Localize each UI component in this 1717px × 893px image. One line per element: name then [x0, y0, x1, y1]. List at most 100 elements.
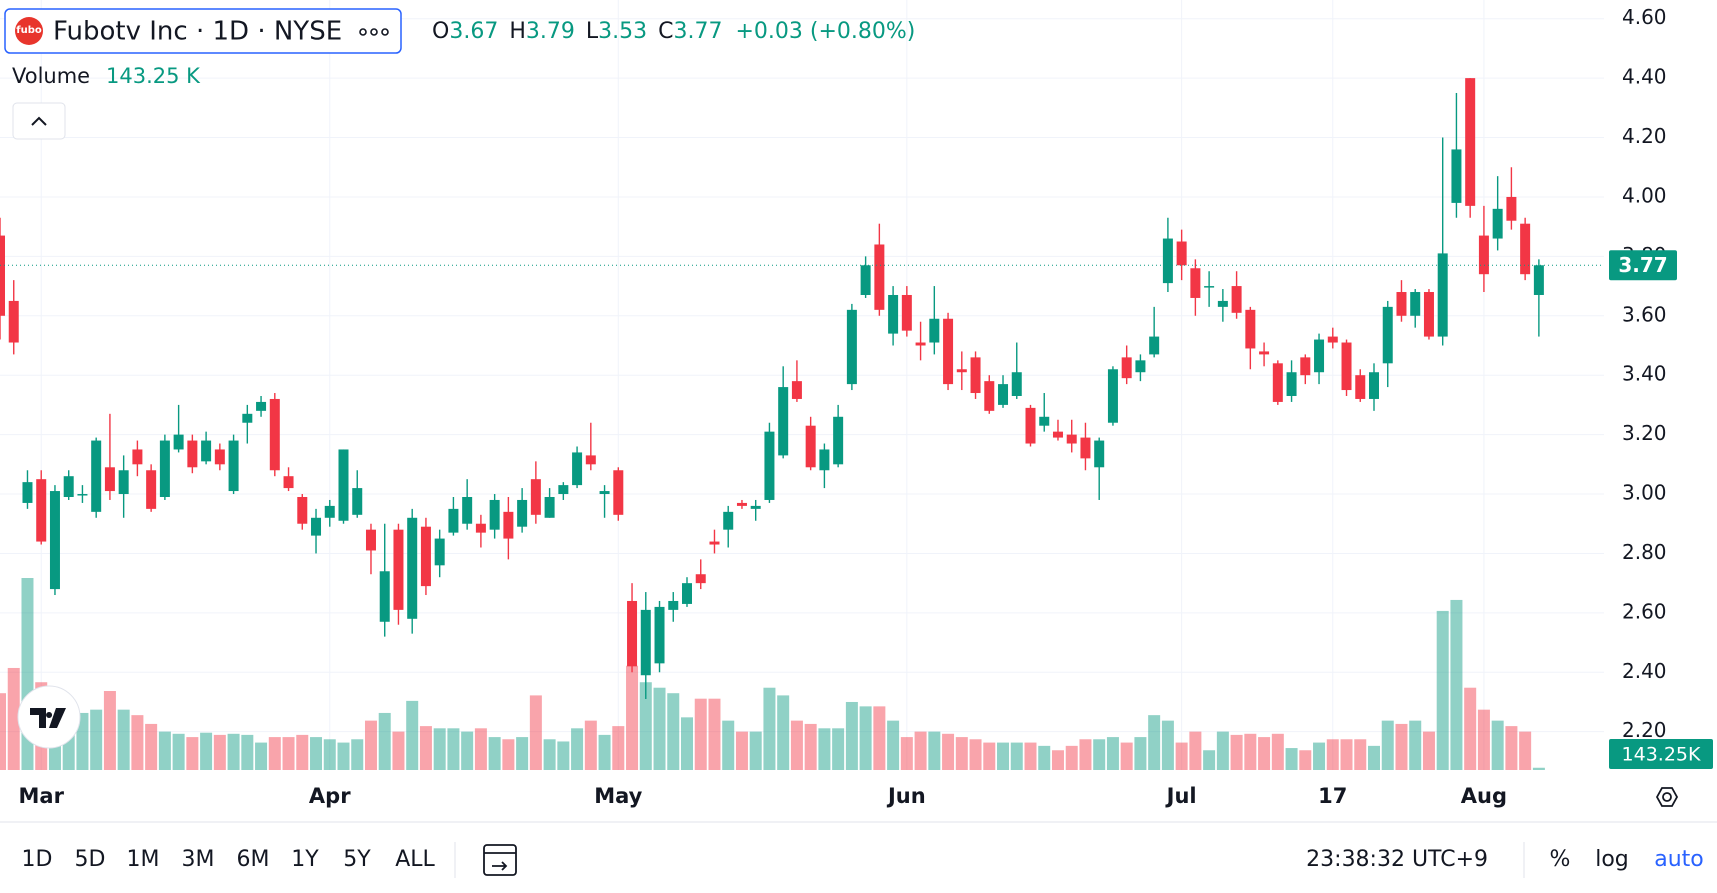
volume-bar: [351, 739, 364, 770]
y-tick-label: 4.00: [1622, 183, 1667, 207]
auto-button[interactable]: auto: [1654, 847, 1704, 872]
volume-bar: [681, 717, 693, 770]
candle-body: [1410, 292, 1421, 316]
candle-body: [1341, 342, 1352, 391]
clock: 23:38:32 UTC+9: [1306, 847, 1488, 872]
symbol-box[interactable]: [4, 8, 402, 54]
candle-body: [503, 511, 514, 539]
volume-bar: [1422, 731, 1435, 770]
volume-bar: [1148, 715, 1161, 770]
candle-body: [723, 511, 734, 530]
volume-bar: [1120, 742, 1133, 770]
range-button[interactable]: 1Y: [291, 847, 319, 872]
volume-bar: [653, 687, 666, 770]
candle-body: [448, 508, 459, 533]
candle-body: [214, 449, 225, 465]
y-tick-label: 3.60: [1622, 302, 1667, 326]
candle-body: [1204, 286, 1215, 288]
volume-tag: [1609, 739, 1713, 769]
candle-body: [49, 491, 60, 590]
volume-bar: [1519, 731, 1532, 770]
candle-body: [462, 496, 473, 524]
range-button[interactable]: 1M: [127, 847, 160, 872]
volume-bar: [543, 739, 556, 770]
volume-bar: [186, 737, 199, 770]
y-tick-label: 2.40: [1622, 659, 1667, 683]
collapse-button[interactable]: [12, 102, 66, 140]
volume-bar: [1354, 739, 1367, 770]
candle-body: [104, 467, 115, 492]
y-tick-label: 3.20: [1622, 421, 1667, 445]
legend-low: 3.53: [598, 19, 647, 44]
range-button[interactable]: 3M: [182, 847, 215, 872]
candle-body: [228, 440, 239, 492]
candle-body: [1327, 336, 1338, 343]
volume-bar: [1065, 745, 1078, 770]
volume-layer: [0, 578, 1545, 770]
volume-bar: [337, 742, 350, 770]
candle-body: [1465, 78, 1476, 206]
candle-body: [1011, 372, 1022, 396]
calendar-icon[interactable]: [483, 844, 517, 876]
candle-body: [1533, 265, 1544, 295]
volume-bar: [1051, 750, 1064, 770]
candle-body: [283, 476, 294, 489]
volume-bar: [832, 728, 845, 770]
candle-body: [709, 541, 720, 545]
candle-body: [572, 452, 583, 486]
volume-bar: [859, 706, 872, 770]
y-tick-label: 2.80: [1622, 540, 1667, 564]
x-tick-label: Apr: [309, 784, 351, 808]
volume-bar: [1093, 739, 1106, 770]
volume-bar: [1532, 767, 1545, 770]
candle-body: [1162, 238, 1173, 284]
candle-body: [1039, 416, 1050, 426]
range-button[interactable]: ALL: [395, 847, 435, 872]
volume-bar: [1106, 737, 1119, 770]
range-button[interactable]: 6M: [237, 847, 270, 872]
x-tick-label: 17: [1318, 784, 1347, 808]
candle-body: [242, 413, 253, 423]
more-dots[interactable]: [359, 28, 389, 36]
candle-body: [654, 606, 665, 664]
volume-tag-label: 143.25K: [1622, 744, 1701, 766]
volume-bar: [584, 720, 597, 770]
volume-bar: [255, 742, 268, 770]
candle-body: [627, 600, 638, 667]
volume-bar: [1134, 737, 1147, 770]
volume-bar: [1203, 750, 1216, 770]
range-button[interactable]: 1D: [22, 847, 53, 872]
candle-body: [63, 476, 74, 497]
candle-body: [819, 449, 830, 471]
candle-body: [187, 440, 198, 468]
log-button[interactable]: log: [1595, 847, 1629, 872]
candle-body: [1506, 196, 1517, 221]
range-button[interactable]: 5D: [75, 847, 106, 872]
volume-bar: [461, 731, 474, 770]
range-button[interactable]: 5Y: [343, 847, 371, 872]
candle-body: [489, 499, 500, 530]
volume-bar: [296, 734, 309, 770]
volume-bar: [392, 731, 405, 770]
volume-bar: [667, 693, 680, 770]
volume-bar: [488, 737, 501, 770]
candle-body: [558, 485, 569, 495]
candle-body: [668, 600, 679, 610]
volume-bar: [1340, 739, 1353, 770]
settings-icon[interactable]: [1655, 787, 1679, 807]
grid: [0, 0, 1604, 770]
logo: [15, 17, 43, 45]
candle-body: [1176, 241, 1187, 266]
volume-bar: [1299, 750, 1312, 770]
percent-button[interactable]: %: [1550, 847, 1571, 872]
volume-bar: [1010, 742, 1023, 770]
candle-body: [1080, 437, 1091, 459]
volume-bar: [323, 739, 336, 770]
candle-body: [1478, 235, 1489, 275]
legend-h: H: [509, 19, 526, 44]
candle-body: [888, 294, 899, 334]
volume-bar: [7, 667, 20, 770]
candle-body: [338, 449, 349, 521]
candle-body: [1300, 357, 1311, 376]
volume-bar: [1189, 731, 1202, 770]
